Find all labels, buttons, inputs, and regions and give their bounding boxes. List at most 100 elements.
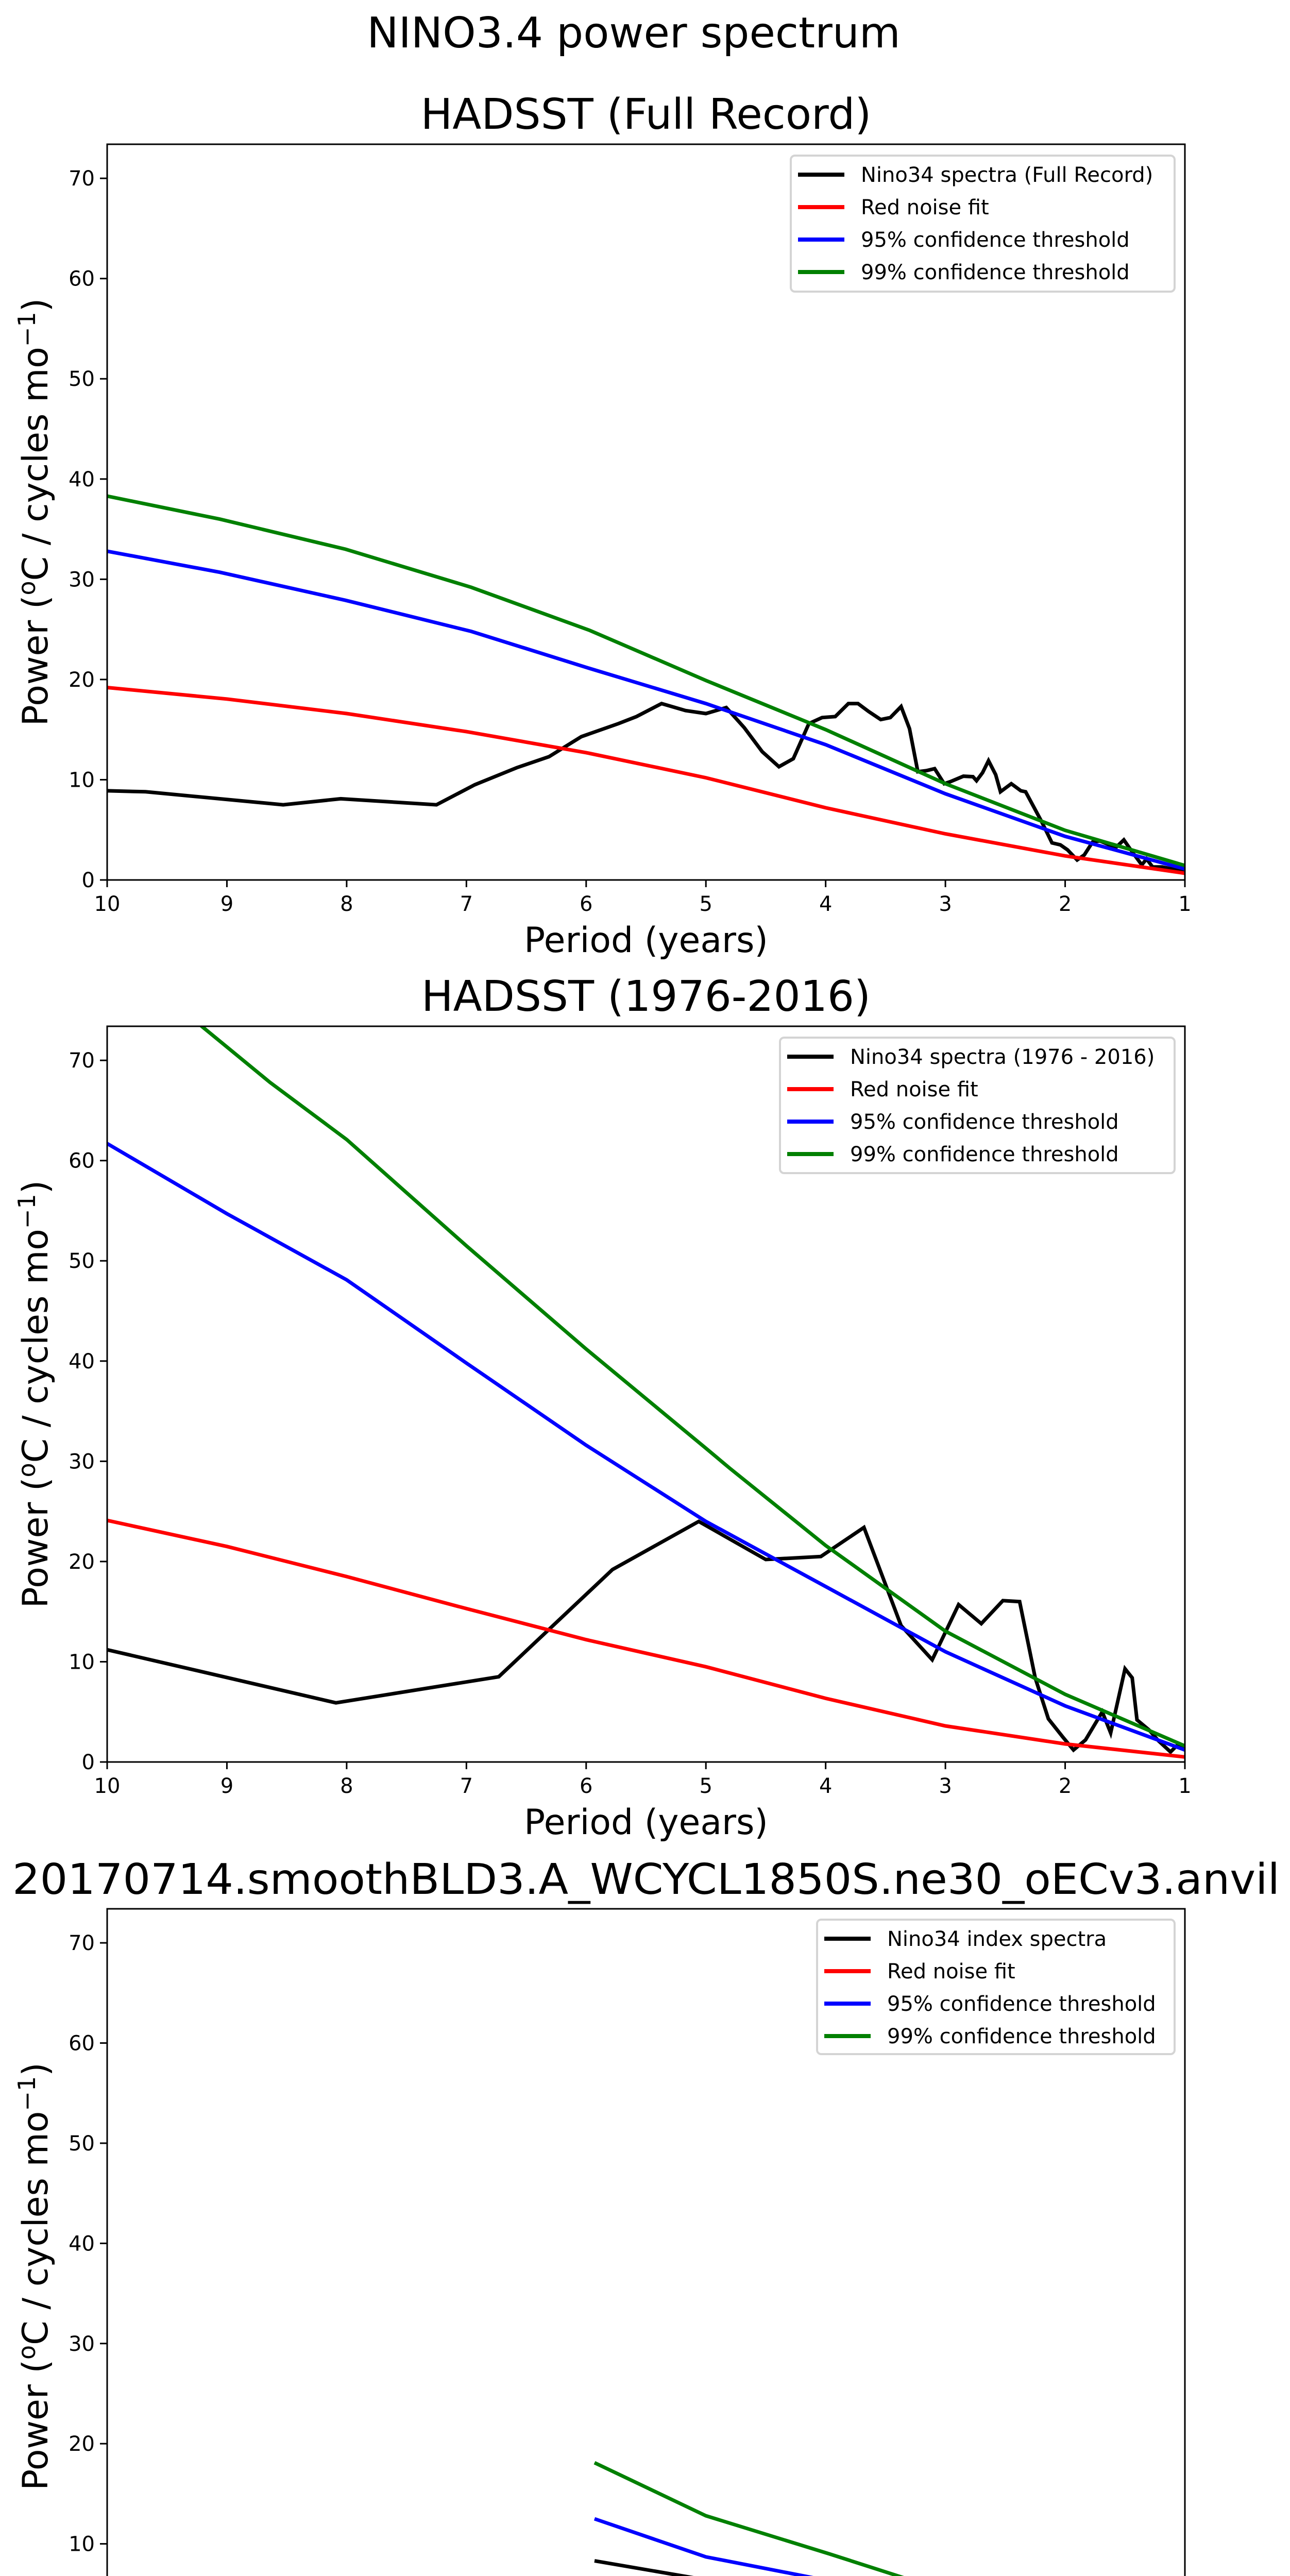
legend-label: 99% confidence threshold	[887, 2025, 1156, 2048]
x-tick-label: 2	[1059, 1774, 1072, 1798]
y-tick-label: 30	[69, 2332, 95, 2356]
x-tick-label: 6	[580, 1774, 592, 1798]
x-tick-label: 10	[94, 892, 121, 916]
figure-suptitle: NINO3.4 power spectrum	[367, 9, 900, 58]
y-axis-label-part: Power (	[15, 2360, 56, 2490]
y-tick-label: 70	[69, 1931, 95, 1955]
x-tick-label: 6	[580, 892, 592, 916]
legend-box	[790, 155, 1176, 293]
series-line-conf95	[107, 549, 1185, 871]
y-tick-label: 50	[69, 1249, 95, 1273]
y-tick-label: 60	[69, 2032, 95, 2056]
x-tick-label: 8	[340, 1774, 353, 1798]
legend-box	[816, 1919, 1176, 2055]
chart-panel-2: HADSST (1976-2016)10 9 8 7 6 5 4 3 2 101020304050…	[13, 972, 1192, 1843]
y-axis-label-part: C / cycles mo	[15, 2111, 56, 2345]
y-axis-label-part: )	[15, 1180, 56, 1194]
x-tick-label: 7	[460, 1774, 473, 1798]
y-tick-label: 20	[69, 1550, 95, 1574]
plot-area	[107, 494, 1185, 875]
y-axis-label: Power (oC / cycles mo−1)	[13, 298, 56, 726]
x-tick-label: 8	[340, 892, 353, 916]
x-tick-label: 9	[220, 1774, 233, 1798]
chart-panel-1: HADSST (Full Record)10 9 8 7 6 5 4 3 2 1010203040…	[13, 90, 1192, 961]
y-tick-label: 60	[69, 1149, 95, 1173]
legend: Nino34 spectra (1976 - 2016) Red noise fi…	[779, 1037, 1176, 1174]
y-tick-label: 40	[69, 1350, 95, 1374]
x-tick-label: 7	[460, 892, 473, 916]
y-tick-label: 40	[69, 2232, 95, 2256]
legend-label: 99% confidence threshold	[850, 1143, 1119, 1166]
series-line-conf95	[593, 2517, 814, 2576]
y-axis-label-part: Power (	[15, 596, 56, 726]
y-tick-label: 30	[69, 568, 95, 591]
legend-label: 99% confidence threshold	[861, 261, 1130, 284]
legend-label: 95% confidence threshold	[861, 228, 1130, 252]
series-line-conf99	[593, 2461, 904, 2576]
series-line-spectra	[107, 701, 1185, 873]
y-tick-label: 0	[82, 1751, 95, 1774]
y-axis-label-part: )	[15, 298, 56, 312]
axes-frame	[106, 1025, 1186, 1763]
plot-area	[107, 1026, 1185, 1759]
y-axis-label-part: Power (	[15, 1478, 56, 1608]
y-tick-label: 10	[69, 1650, 95, 1674]
y-tick-label: 20	[69, 2432, 95, 2456]
y-tick-label: 70	[69, 167, 95, 191]
legend-label: Nino34 spectra (Full Record)	[861, 163, 1153, 187]
axes-frame	[106, 143, 1186, 881]
x-tick-label: 9	[220, 892, 233, 916]
chart-title: HADSST (Full Record)	[421, 90, 872, 139]
x-tick-label: 10	[94, 1774, 121, 1798]
x-tick-label: 5	[699, 892, 712, 916]
x-tick-label: 2	[1059, 892, 1072, 916]
x-tick-label: 4	[819, 1774, 832, 1798]
x-tick-label: 5	[699, 1774, 712, 1798]
series-line-red-noise	[107, 1518, 1185, 1759]
x-axis-label: Period (years)	[524, 1802, 768, 1843]
y-tick-label: 50	[69, 2132, 95, 2156]
legend: Nino34 index spectra Red noise fit 95% con…	[816, 1919, 1176, 2055]
y-axis-label-part: −1	[13, 1194, 41, 1229]
legend-box	[779, 1037, 1176, 1174]
y-axis-label: Power (oC / cycles mo−1)	[13, 1180, 56, 1608]
y-tick-label: 0	[82, 869, 95, 892]
legend-label: Nino34 index spectra	[887, 1927, 1107, 1951]
x-axis-label: Period (years)	[524, 920, 768, 961]
y-axis-label-part: C / cycles mo	[15, 1229, 56, 1463]
series-line-conf99	[107, 494, 1185, 868]
chart-title: 20170714.smoothBLD3.A_WCYCL1850S.ne30_oE…	[12, 1855, 1280, 1904]
legend-label: Nino34 spectra (1976 - 2016)	[850, 1045, 1155, 1069]
y-tick-label: 10	[69, 768, 95, 792]
y-axis-label-part: C / cycles mo	[15, 347, 56, 581]
x-tick-label: 1	[1178, 892, 1191, 916]
chart-panel-3: 20170714.smoothBLD3.A_WCYCL1850S.ne30_oE…	[12, 1855, 1280, 2576]
series-line-conf99	[198, 1026, 1185, 1748]
legend-label: Red noise fit	[887, 1960, 1015, 1984]
axes-frame	[106, 1908, 1186, 2576]
y-axis-label-part: −1	[13, 2076, 41, 2111]
legend-label: Red noise fit	[861, 196, 989, 219]
y-axis-label-part: −1	[13, 312, 41, 347]
y-axis-label: Power (oC / cycles mo−1)	[13, 2062, 56, 2490]
y-tick-label: 70	[69, 1049, 95, 1073]
y-tick-label: 60	[69, 267, 95, 291]
y-tick-label: 30	[69, 1450, 95, 1473]
y-tick-label: 40	[69, 468, 95, 492]
y-axis-label-part: o	[13, 1463, 41, 1477]
series-line-conf95	[107, 1142, 1185, 1752]
y-axis-label-part: o	[13, 2345, 41, 2360]
legend-label: 95% confidence threshold	[887, 1992, 1156, 2016]
x-tick-label: 3	[939, 892, 952, 916]
legend: Nino34 spectra (Full Record) Red noise fi…	[790, 155, 1176, 293]
x-tick-label: 1	[1178, 1774, 1191, 1798]
x-tick-label: 4	[819, 892, 832, 916]
y-axis-label-part: o	[13, 581, 41, 595]
y-axis-label-part: )	[15, 2062, 56, 2076]
plot-area	[593, 2461, 904, 2576]
x-tick-label: 3	[939, 1774, 952, 1798]
y-tick-label: 20	[69, 668, 95, 692]
legend-label: Red noise fit	[850, 1078, 978, 1101]
y-tick-label: 50	[69, 367, 95, 391]
